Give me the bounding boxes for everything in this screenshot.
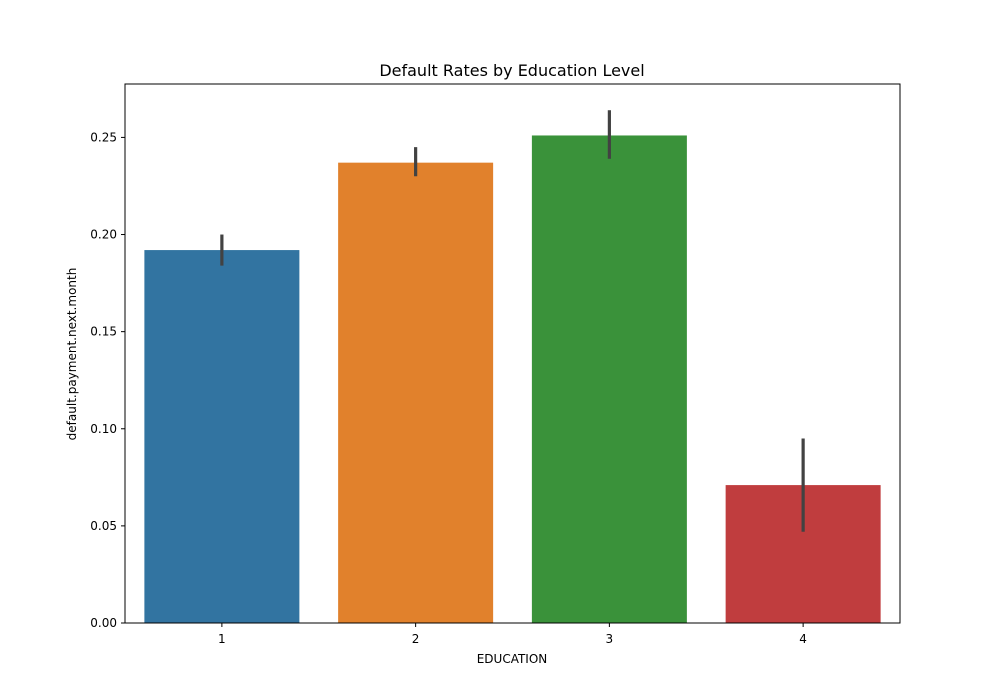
x-axis: 1 2 3 4 (218, 623, 807, 646)
bar-education-2 (338, 162, 494, 623)
chart-title: Default Rates by Education Level (379, 61, 644, 80)
y-tick-label: 0.25 (90, 130, 117, 144)
y-tick-label: 0.05 (90, 519, 117, 533)
y-tick-label: 0.20 (90, 228, 117, 242)
x-tick-label: 4 (799, 632, 807, 646)
plot-frame (124, 83, 901, 624)
x-tick-label: 2 (412, 632, 420, 646)
bars-group (144, 135, 881, 623)
y-axis-label: default.payment.next.month (65, 268, 79, 441)
bar-education-1 (144, 250, 300, 623)
x-tick-label: 3 (606, 632, 614, 646)
y-axis: 0.00 0.05 0.10 0.15 0.20 0.25 (90, 130, 125, 630)
y-tick-label: 0.15 (90, 325, 117, 339)
bar-education-3 (531, 135, 687, 623)
x-tick-label: 1 (218, 632, 226, 646)
y-tick-label: 0.00 (90, 616, 117, 630)
y-tick-label: 0.10 (90, 422, 117, 436)
error-bars-group (220, 110, 805, 532)
x-axis-label: EDUCATION (477, 652, 548, 666)
